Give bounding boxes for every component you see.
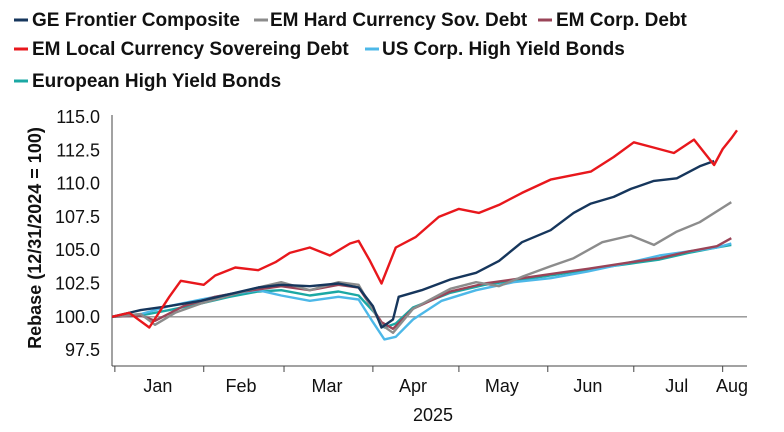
legend-label-em-local: EM Local Currency Sovereing Debt — [32, 39, 349, 60]
x-tick-label: Jun — [573, 376, 602, 396]
legend-item-ge-frontier: GE Frontier Composite — [14, 10, 240, 31]
y-tick-label: 100.0 — [55, 307, 100, 327]
x-tick-label: May — [485, 376, 519, 396]
y-tick-label: 115.0 — [56, 107, 100, 127]
x-tick-label: Apr — [399, 376, 427, 396]
x-tick-label: Aug — [716, 376, 748, 396]
legend-label-em-hard-currency: EM Hard Currency Sov. Debt — [270, 10, 528, 31]
legend-label-em-corp: EM Corp. Debt — [556, 10, 688, 31]
x-tick-label: Mar — [312, 376, 343, 396]
series-line-ge-frontier — [111, 159, 715, 329]
x-axis-title: 2025 — [413, 405, 453, 425]
x-tick-label: Jan — [143, 376, 172, 396]
legend-label-european-hy: European High Yield Bonds — [32, 71, 281, 92]
legend-item-european-hy: European High Yield Bonds — [14, 71, 281, 92]
y-axis-title: Rebase (12/31/2024 = 100) — [25, 127, 45, 349]
x-tick-label: Feb — [225, 376, 256, 396]
y-tick-label: 110.0 — [56, 174, 100, 194]
series-line-em-hard-currency — [111, 201, 732, 334]
legend-label-us-corp-hy: US Corp. High Yield Bonds — [382, 39, 625, 60]
y-tick-label: 112.5 — [56, 140, 100, 160]
y-tick-label: 105.0 — [55, 240, 100, 260]
legend-item-em-local: EM Local Currency Sovereing Debt — [14, 39, 349, 60]
y-axis-ticks: 97.5 100.0 102.5 105.0 107.5 110.0 112.5… — [55, 107, 100, 360]
series-line-em-local — [111, 129, 738, 329]
legend-item-em-corp: EM Corp. Debt — [538, 10, 688, 31]
x-tick-label: Jul — [665, 376, 688, 396]
series-layer — [111, 129, 738, 341]
legend-label-ge-frontier: GE Frontier Composite — [32, 10, 240, 31]
x-axis-ticks: Jan Feb Mar Apr May Jun Jul Aug — [143, 376, 748, 396]
legend-item-em-hard-currency: EM Hard Currency Sov. Debt — [254, 10, 528, 31]
y-tick-label: 97.5 — [65, 340, 100, 360]
x-axis-tick-marks — [114, 366, 724, 372]
legend-item-us-corp-hy: US Corp. High Yield Bonds — [365, 39, 625, 60]
y-tick-label: 107.5 — [55, 207, 100, 227]
series-line-us-corp-hy — [111, 242, 732, 341]
y-tick-label: 102.5 — [55, 274, 100, 294]
